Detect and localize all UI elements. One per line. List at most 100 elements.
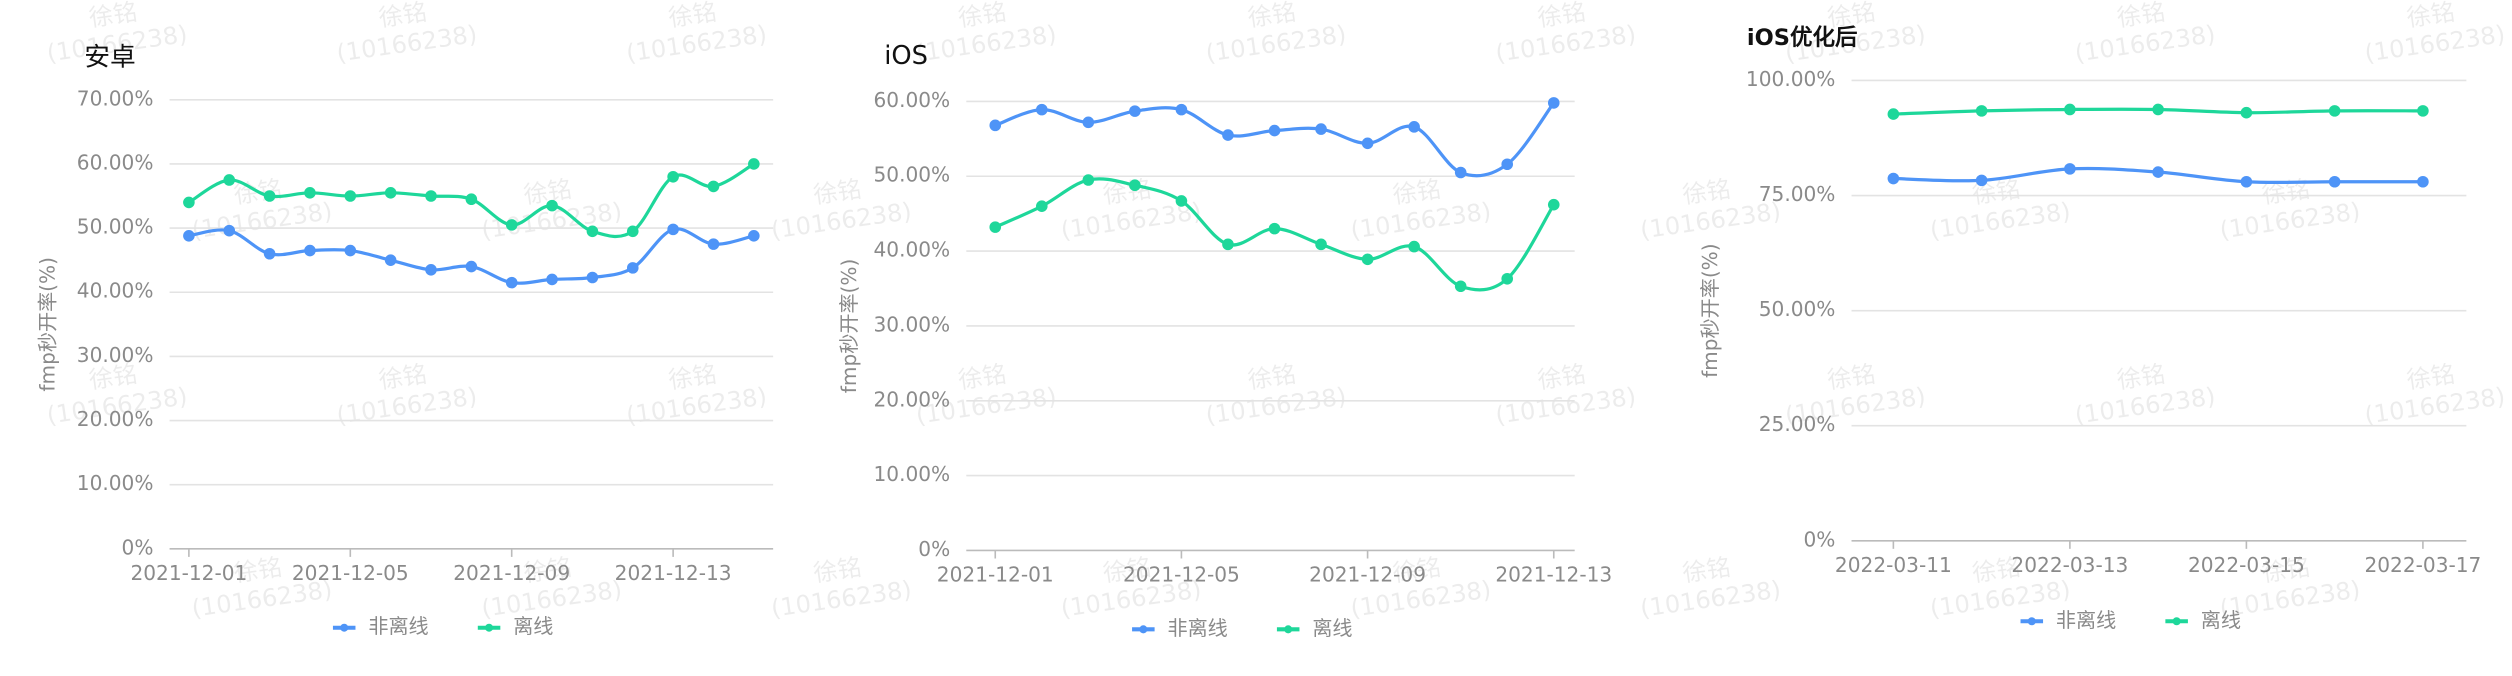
watermark: 徐铭(10166238): [2073, 0, 2217, 68]
data-point: [505, 219, 518, 231]
y-tick-label: 20.00%: [77, 407, 154, 431]
x-tick-label: 2021-12-09: [453, 561, 570, 585]
y-tick-label: 40.00%: [874, 238, 951, 262]
data-point: [1175, 103, 1188, 116]
y-tick-label: 0%: [122, 535, 154, 559]
watermark: 徐铭(10166238): [1494, 360, 1638, 430]
y-tick-label: 0%: [1804, 527, 1836, 551]
data-point: [1129, 105, 1141, 117]
x-tick-label: 2021-12-13: [615, 561, 732, 585]
data-point: [2417, 175, 2429, 188]
data-point: [1547, 97, 1560, 109]
watermark-name: 徐铭: [667, 360, 719, 394]
data-point: [1036, 103, 1048, 116]
data-point: [2240, 175, 2253, 188]
watermark-name: 徐铭: [1970, 553, 2022, 587]
data-point: [748, 229, 760, 242]
watermark-name: 徐铭: [1246, 360, 1298, 394]
watermark-name: 徐铭: [1681, 553, 1733, 587]
data-point: [626, 225, 639, 238]
y-axis-label: fmp秒开率(%): [837, 259, 861, 394]
y-tick-label: 10.00%: [77, 471, 154, 495]
watermark: 徐铭(10166238): [335, 360, 479, 430]
x-tick-label: 2022-03-17: [2364, 553, 2481, 577]
watermark: 徐铭(10166238): [1494, 0, 1638, 68]
y-axis-label: fmp秒开率(%): [35, 257, 59, 392]
data-point: [1887, 172, 1900, 185]
legend-item[interactable]: 离线: [1276, 616, 1353, 640]
data-point: [2417, 105, 2429, 117]
legend-dot: [2027, 617, 2036, 626]
data-point: [1361, 137, 1374, 150]
x-tick-label: 2022-03-11: [1835, 553, 1952, 577]
x-tick-label: 2022-03-15: [2188, 553, 2305, 577]
legend-item[interactable]: 非离线: [1132, 616, 1228, 640]
data-point: [2328, 105, 2341, 117]
watermark: 徐铭(10166238): [624, 360, 768, 430]
legend-item[interactable]: 非离线: [2020, 608, 2117, 632]
legend-item[interactable]: 离线: [2165, 608, 2241, 632]
data-point: [1454, 166, 1467, 179]
data-point: [707, 180, 720, 193]
y-tick-label: 30.00%: [874, 312, 951, 336]
x-tick-label: 2021-12-01: [937, 563, 1054, 587]
x-tick-label: 2021-12-01: [130, 561, 247, 585]
y-tick-label: 50.00%: [874, 163, 951, 187]
watermark: 徐铭(10166238): [2363, 360, 2507, 430]
data-point: [667, 223, 679, 236]
watermark: 徐铭(10166238): [769, 553, 913, 623]
chart: iOS fmp秒开率(%) 0% 10.00% 20.00% 30.00% 40.00% 50…: [837, 41, 1612, 640]
watermark-name: 徐铭: [232, 553, 284, 587]
watermark-name: 徐铭: [2260, 553, 2312, 587]
data-point: [465, 193, 478, 206]
data-point: [1454, 280, 1467, 293]
watermark-name: 徐铭: [956, 360, 1008, 394]
data-point: [626, 262, 639, 274]
series-line: [994, 101, 1556, 178]
data-point: [304, 187, 316, 199]
watermark-name: 徐铭: [1536, 360, 1588, 394]
legend-item[interactable]: 非离线: [332, 614, 429, 638]
watermark: 徐铭(10166238): [1638, 175, 1782, 245]
y-tick-label: 100.00%: [1746, 67, 1835, 91]
x-tick-label: 2021-12-13: [1495, 563, 1612, 587]
data-point: [2064, 163, 2076, 175]
watermark-name: 徐铭: [812, 175, 864, 209]
data-point: [1501, 272, 1514, 285]
data-point: [1268, 222, 1281, 235]
y-tick-label: 10.00%: [874, 462, 951, 486]
legend-dot: [1139, 625, 1148, 634]
chart: 安卓 fmp秒开率(%) 0% 10.00% 20.00% 30.00% 40.00% 50.…: [35, 42, 774, 638]
data-point: [183, 229, 195, 242]
legend-label: 离线: [1312, 616, 1352, 640]
legend-item[interactable]: 离线: [477, 614, 554, 638]
watermark-name: 徐铭: [1391, 553, 1443, 587]
chart: iOS优化后 fmp秒开率(%) 0% 25.00% 50.00% 75.00% 100.0…: [1698, 24, 2481, 632]
legend-label: 离线: [2201, 608, 2241, 632]
data-point: [1036, 200, 1048, 212]
y-tick-label: 50.00%: [77, 215, 154, 239]
watermark-name: 徐铭: [87, 360, 139, 394]
x-tick-label: 2021-12-05: [1123, 563, 1240, 587]
watermark-name: 徐铭: [377, 360, 429, 394]
watermark: 徐铭(10166238): [1349, 175, 1493, 245]
data-point: [989, 221, 1002, 233]
legend-dot: [2172, 617, 2181, 626]
x-tick-label: 2021-12-09: [1309, 563, 1426, 587]
data-point: [586, 225, 599, 238]
legend-label: 非离线: [1167, 616, 1227, 640]
watermark-name: 徐铭: [1391, 175, 1443, 209]
data-point: [1082, 174, 1095, 186]
data-point: [1408, 121, 1420, 133]
watermark: 徐铭(10166238): [914, 0, 1058, 68]
legend-dot: [485, 623, 494, 632]
data-point: [1129, 179, 1141, 192]
y-tick-label: 70.00%: [77, 86, 154, 110]
data-point: [546, 273, 558, 286]
x-tick-label: 2022-03-13: [2011, 553, 2128, 577]
data-point: [384, 187, 397, 199]
legend-label: 非离线: [368, 614, 428, 638]
legend-dot: [1284, 625, 1293, 634]
watermark-name: 徐铭: [2115, 360, 2167, 394]
